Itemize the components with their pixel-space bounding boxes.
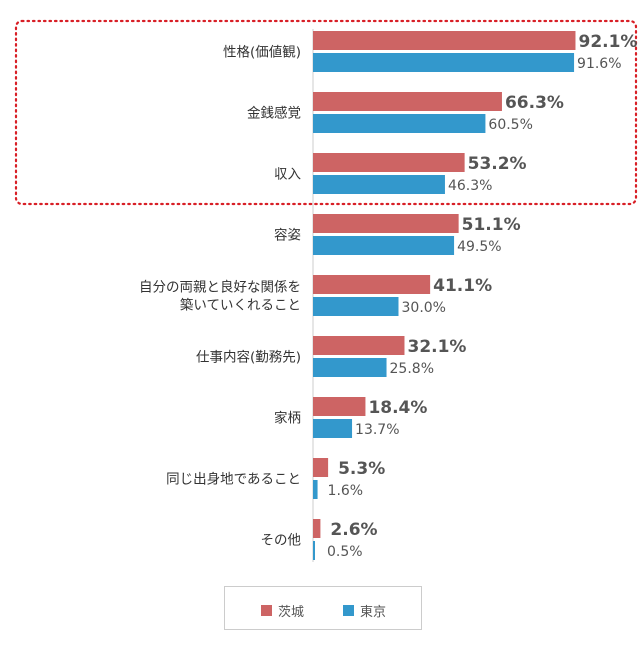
bar-tokyo — [313, 53, 575, 72]
bar-tokyo — [313, 297, 399, 316]
category-label: 仕事内容(勤務先) — [196, 349, 301, 366]
data-label-ibaraki: 53.2% — [468, 154, 527, 174]
category-label: 家柄 — [274, 410, 301, 427]
legend-label-ibaraki: 茨城 — [278, 605, 305, 620]
bar-ibaraki — [313, 397, 366, 416]
bar-ibaraki — [313, 31, 576, 50]
data-label-ibaraki: 18.4% — [368, 398, 427, 418]
category-label: その他 — [261, 533, 302, 549]
data-label-ibaraki: 41.1% — [433, 276, 492, 296]
category-label: 性格(価値観) — [223, 44, 301, 61]
category-label-line: 自分の両親と良好な関係を — [139, 280, 301, 296]
legend-swatch-tokyo — [343, 605, 354, 616]
category-label: 容姿 — [274, 227, 301, 244]
bar-ibaraki — [313, 153, 465, 172]
data-label-tokyo: 1.6% — [328, 483, 364, 499]
legend-item-ibaraki: 茨城 — [261, 601, 304, 620]
bar-ibaraki — [313, 214, 459, 233]
data-label-tokyo: 25.8% — [390, 361, 434, 377]
data-label-ibaraki: 92.1% — [578, 32, 637, 52]
bar-tokyo — [313, 236, 455, 255]
highlight-box — [14, 19, 638, 206]
data-label-tokyo: 30.0% — [402, 300, 446, 316]
data-label-ibaraki: 51.1% — [462, 215, 521, 235]
data-label-tokyo: 91.6% — [577, 56, 621, 72]
legend: 茨城 東京 — [224, 586, 422, 630]
data-label-ibaraki: 66.3% — [505, 93, 564, 113]
bar-ibaraki — [313, 458, 329, 477]
bar-ibaraki — [313, 92, 502, 111]
bar-ibaraki — [313, 275, 431, 294]
bar-tokyo — [313, 480, 318, 499]
bar-tokyo — [313, 541, 315, 560]
data-label-tokyo: 0.5% — [327, 544, 363, 560]
data-label-tokyo: 49.5% — [457, 239, 501, 255]
category-label: 金銭感覚 — [247, 105, 301, 122]
bar-ibaraki — [313, 336, 405, 355]
category-label-line: 築いていくれること — [180, 298, 301, 314]
data-label-tokyo: 46.3% — [448, 178, 492, 194]
data-label-tokyo: 13.7% — [355, 422, 399, 438]
legend-swatch-ibaraki — [261, 605, 272, 616]
bar-tokyo — [313, 175, 445, 194]
category-label: 収入 — [274, 167, 301, 183]
legend-item-tokyo: 東京 — [343, 601, 386, 620]
data-label-tokyo: 60.5% — [488, 117, 532, 133]
bar-tokyo — [313, 358, 387, 377]
category-label: 同じ出身地であること — [166, 472, 301, 488]
data-label-ibaraki: 5.3% — [338, 459, 385, 479]
legend-label-tokyo: 東京 — [360, 605, 387, 620]
data-label-ibaraki: 32.1% — [407, 337, 466, 357]
bar-tokyo — [313, 419, 353, 438]
bar-tokyo — [313, 114, 486, 133]
bar-ibaraki — [313, 519, 321, 538]
data-label-ibaraki: 2.6% — [330, 520, 377, 540]
